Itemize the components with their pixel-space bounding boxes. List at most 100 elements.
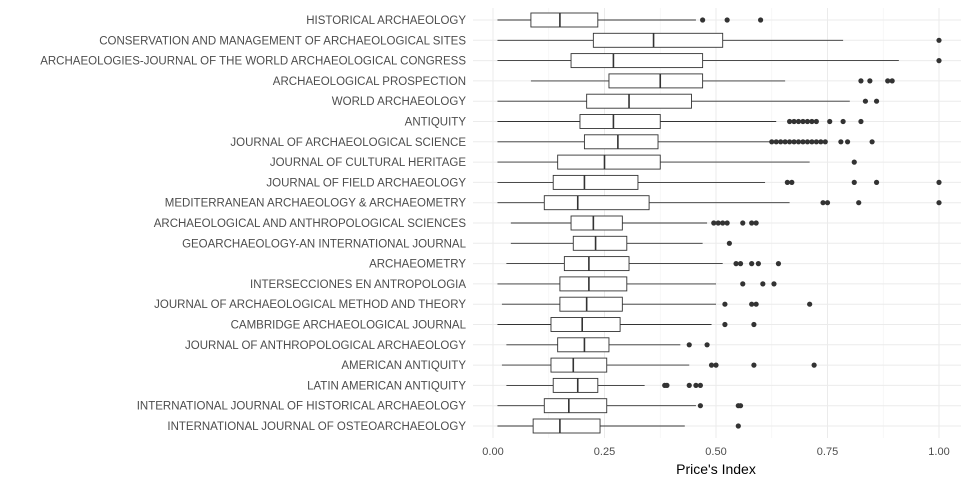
category-label: MEDITERRANEAN ARCHAEOLOGY & ARCHAEOMETRY (165, 198, 467, 210)
iqr-box (572, 235, 628, 251)
iqr-box (559, 296, 623, 312)
outlier-point (936, 37, 942, 43)
outlier-point (686, 382, 692, 388)
iqr-box (532, 418, 601, 434)
outlier-point (708, 362, 715, 368)
outlier-point (740, 220, 746, 226)
outlier-point (737, 261, 744, 267)
box-group (497, 276, 777, 292)
category-label: JOURNAL OF ANTHROPOLOGICAL ARCHAEOLOGY (185, 340, 466, 352)
box-group (506, 337, 710, 353)
outlier-point (840, 118, 846, 125)
category-label: CONSERVATION AND MANAGEMENT OF ARCHAEOLO… (99, 35, 466, 47)
iqr-box (559, 276, 628, 292)
outlier-point (733, 261, 739, 267)
category-label: ARCHAEOLOGICAL PROSPECTION (273, 76, 466, 88)
x-tick-label: 0.25 (594, 446, 615, 458)
category-label: ARCHAEOLOGIES-JOURNAL OF THE WORLD ARCHA… (40, 56, 466, 68)
box-group (501, 357, 817, 373)
outlier-point (749, 220, 755, 226)
box-group (510, 215, 759, 231)
box-group (497, 93, 880, 109)
category-label: LATIN AMERICAN ANTIQUITY (307, 380, 466, 392)
outlier-point (809, 139, 815, 145)
box-group (506, 256, 782, 272)
box-group (497, 317, 757, 332)
outlier-point (778, 139, 784, 145)
category-label: WORLD ARCHAEOLOGY (332, 96, 467, 108)
outlier-point (740, 281, 746, 287)
category-label: JOURNAL OF FIELD ARCHAEOLOGY (266, 177, 466, 189)
iqr-box (608, 73, 704, 89)
iqr-box (552, 174, 639, 190)
iqr-box (570, 53, 704, 69)
outlier-point (936, 200, 942, 206)
iqr-box (543, 398, 608, 414)
outlier-point (751, 321, 757, 328)
outlier-point (800, 139, 806, 145)
outlier-point (722, 301, 728, 307)
iqr-box (530, 12, 599, 28)
box-group (530, 73, 895, 89)
boxes (497, 12, 942, 434)
category-label: INTERSECCIONES EN ANTROPOLOGIA (250, 279, 466, 291)
outlier-point (715, 220, 721, 226)
outlier-point (838, 139, 844, 145)
iqr-box (557, 337, 610, 353)
outlier-point (722, 321, 728, 328)
outlier-point (936, 179, 942, 185)
outlier-point (753, 301, 759, 307)
x-tick-label: 0.00 (482, 446, 503, 458)
x-tick-label: 1.00 (928, 446, 949, 458)
outlier-point (771, 281, 777, 287)
iqr-box (570, 215, 623, 231)
outlier-point (760, 281, 766, 287)
outlier-point (735, 423, 741, 429)
box-group (497, 418, 741, 434)
outlier-point (726, 240, 732, 246)
x-axis-title: Price's Index (676, 461, 756, 477)
outlier-point (936, 58, 942, 64)
outlier-point (807, 301, 813, 307)
outlier-point (858, 78, 864, 84)
box-group (497, 195, 942, 211)
outlier-point (686, 342, 692, 348)
iqr-box (592, 32, 724, 48)
outlier-point (791, 139, 797, 145)
category-labels: HISTORICAL ARCHAEOLOGY CONSERVATION AND M… (40, 15, 466, 433)
category-label: HISTORICAL ARCHAEOLOGY (306, 15, 466, 27)
iqr-box (543, 195, 650, 211)
outlier-point (713, 362, 719, 368)
outlier-point (697, 382, 703, 388)
outlier-point (724, 220, 730, 226)
iqr-box (586, 93, 692, 109)
box-group (506, 377, 703, 393)
box-group (497, 12, 764, 28)
box-group (497, 53, 942, 69)
iqr-box (579, 114, 661, 129)
outlier-point (758, 17, 764, 23)
outlier-point (737, 403, 744, 409)
outlier-point (867, 78, 873, 84)
box-group (510, 235, 732, 251)
outlier-point (755, 261, 761, 267)
category-label: AMERICAN ANTIQUITY (341, 360, 466, 372)
category-label: JOURNAL OF ARCHAEOLOGICAL METHOD AND THE… (154, 299, 466, 311)
box-group (497, 174, 942, 190)
outlier-point (791, 118, 797, 125)
outlier-point (795, 118, 802, 125)
outlier-point (858, 118, 864, 125)
outlier-point (804, 118, 811, 125)
outlier-point (697, 403, 703, 409)
outlier-point (720, 220, 726, 226)
iqr-box (552, 377, 599, 393)
iqr-box (557, 154, 661, 170)
outlier-point (811, 362, 817, 368)
outlier-point (889, 78, 895, 84)
iqr-box (563, 256, 630, 272)
outlier-point (813, 139, 819, 145)
outlier-point (711, 220, 717, 226)
outlier-point (869, 139, 875, 145)
outlier-point (769, 139, 775, 145)
